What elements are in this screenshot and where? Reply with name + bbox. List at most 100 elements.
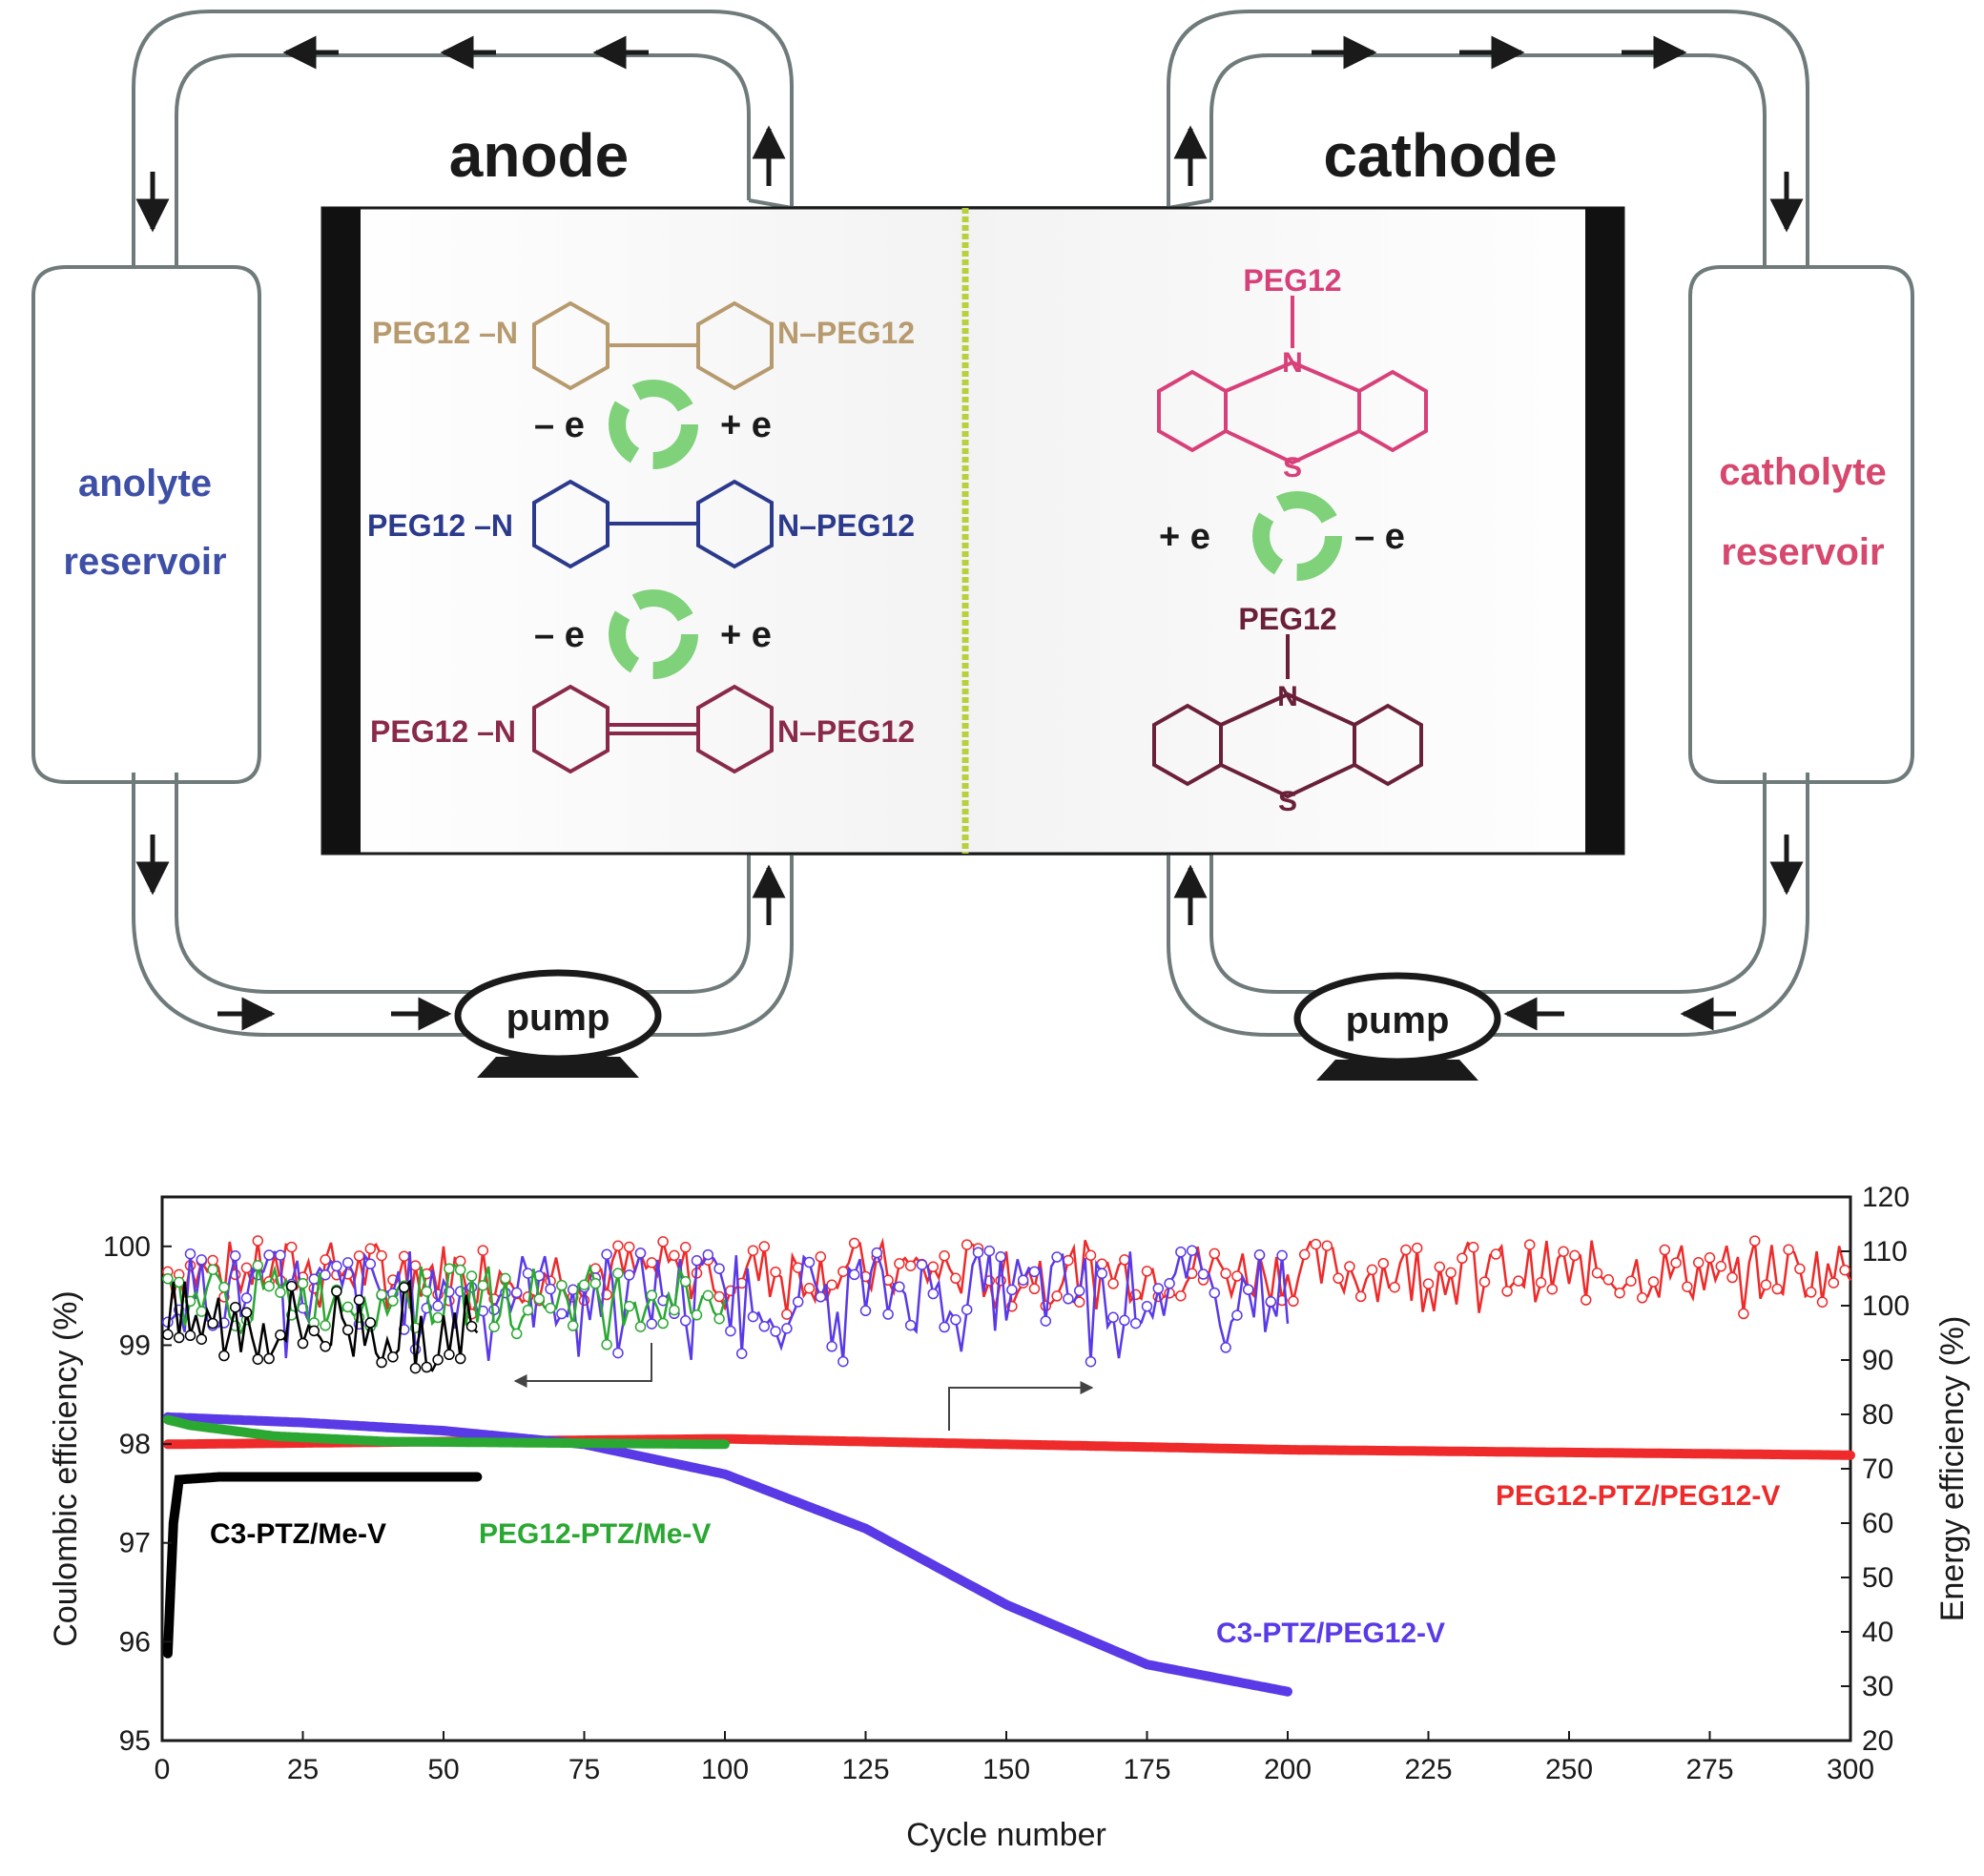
coulombic-efficiency-point — [1321, 1240, 1333, 1251]
coulombic-efficiency-point — [578, 1279, 590, 1290]
catholyte-label-line2: reservoir — [1721, 531, 1884, 573]
x-tick-label: 0 — [155, 1754, 171, 1785]
coulombic-efficiency-point — [702, 1248, 714, 1261]
coulombic-efficiency-point — [646, 1289, 658, 1301]
y-right-tick-label: 40 — [1862, 1617, 1893, 1648]
coulombic-efficiency-point — [1513, 1275, 1524, 1287]
coulombic-efficiency-point — [331, 1286, 342, 1297]
coulombic-efficiency-point — [735, 1348, 748, 1359]
coulombic-efficiency-point — [387, 1351, 399, 1363]
x-tick-label: 125 — [841, 1754, 889, 1785]
coulombic-efficiency-point — [679, 1276, 692, 1288]
coulombic-efficiency-point — [275, 1249, 286, 1261]
coulombic-efficiency-point — [207, 1254, 218, 1267]
pump-right: pump — [1293, 972, 1501, 1081]
anode-electrode — [322, 208, 361, 854]
coulombic-efficiency-point — [162, 1329, 174, 1341]
x-tick-label: 25 — [287, 1754, 319, 1785]
coulombic-efficiency-point — [1231, 1270, 1243, 1282]
viologen-radical: PEG12 –N N–PEG12 — [367, 479, 915, 569]
y-left-tick-label: 98 — [119, 1429, 151, 1460]
coulombic-efficiency-point — [297, 1337, 309, 1350]
coulombic-efficiency-point — [364, 1243, 377, 1255]
coulombic-efficiency-point — [421, 1361, 433, 1373]
coulombic-efficiency-point — [454, 1264, 466, 1276]
coulombic-efficiency-point — [679, 1242, 692, 1253]
catholyte-label-line1: catholyte — [1719, 451, 1887, 493]
ptz-neutral-peg: PEG12 — [1238, 602, 1336, 636]
flow-battery-diagram: anode cathode anolyte reservoir catholyt… — [31, 10, 1914, 1081]
coulombic-efficiency-point — [634, 1247, 647, 1259]
coulombic-efficiency-point — [758, 1321, 771, 1332]
y-left-tick-label: 97 — [119, 1528, 151, 1559]
coulombic-efficiency-point — [1175, 1246, 1187, 1258]
coulombic-efficiency-point — [533, 1293, 546, 1305]
coulombic-efficiency-point — [1040, 1315, 1052, 1327]
coulombic-efficiency-point — [477, 1245, 489, 1256]
x-tick-label: 250 — [1545, 1754, 1593, 1785]
coulombic-efficiency-point — [1625, 1275, 1637, 1287]
coulombic-efficiency-point — [1839, 1264, 1850, 1276]
ticks-layer: 0 25 50 75 100 125 150 175 200 225 250 275 300 95 96 97… — [103, 1182, 1910, 1785]
coulombic-efficiency-point — [1501, 1286, 1513, 1297]
coulombic-efficiency-point — [229, 1250, 241, 1262]
coulombic-efficiency-point — [1152, 1283, 1165, 1294]
coulombic-efficiency-point — [848, 1237, 860, 1249]
coulombic-efficiency-point — [1141, 1300, 1153, 1312]
coulombic-efficiency-point — [702, 1289, 714, 1302]
coulombic-efficiency-point — [196, 1333, 208, 1345]
coulombic-efficiency-point — [432, 1300, 444, 1312]
anolyte-label-line1: anolyte — [78, 463, 212, 505]
coulombic-efficiency-point — [972, 1247, 984, 1258]
cathode-inner-loop — [1209, 53, 1767, 994]
coulombic-efficiency-point — [669, 1249, 680, 1262]
coulombic-efficiency-point — [713, 1290, 725, 1303]
coulombic-efficiency-point — [1220, 1268, 1231, 1280]
ptz-neutral: PEG12 N S — [1152, 602, 1423, 817]
y-right-tick-label: 80 — [1862, 1399, 1893, 1431]
coulombic-efficiency-point — [1389, 1281, 1400, 1293]
coulombic-efficiency-point — [1220, 1342, 1231, 1353]
coulombic-efficiency-point — [1659, 1244, 1671, 1256]
redox-cycle-anode-1: – e + e — [534, 380, 772, 469]
coulombic-efficiency-point — [1197, 1268, 1209, 1280]
coulombic-efficiency-point — [1794, 1263, 1806, 1275]
coulombic-efficiency-point — [1006, 1284, 1018, 1296]
pump-left-label: pump — [506, 997, 610, 1039]
coulombic-efficiency-point — [320, 1341, 331, 1352]
coulombic-efficiency-point — [1400, 1244, 1412, 1256]
coulombic-efficiency-point — [1805, 1287, 1817, 1298]
redox-cycle-cathode: + e – e — [1159, 491, 1405, 581]
viologen-neutral-right: N–PEG12 — [777, 714, 915, 749]
coulombic-efficiency-point — [1434, 1261, 1446, 1273]
coulombic-efficiency-point — [320, 1269, 331, 1281]
coulombic-efficiency-point — [646, 1318, 658, 1330]
coulombic-efficiency-point — [646, 1257, 658, 1268]
coulombic-efficiency-point — [522, 1268, 534, 1279]
coulombic-efficiency-point — [1231, 1309, 1243, 1321]
coulombic-efficiency-point — [376, 1249, 387, 1262]
coulombic-efficiency-point — [454, 1352, 466, 1365]
coulombic-efficiency-point — [1119, 1314, 1130, 1327]
coulombic-efficiency-point — [1096, 1268, 1108, 1280]
coulombic-efficiency-point — [792, 1296, 804, 1308]
coulombic-efficiency-point — [894, 1258, 905, 1269]
coulombic-efficiency-point — [781, 1323, 793, 1334]
coulombic-efficiency-point — [275, 1287, 286, 1298]
coulombic-efficiency-point — [500, 1272, 511, 1285]
anode-label: anode — [449, 121, 629, 190]
coulombic-efficiency-point — [341, 1324, 354, 1336]
coulombic-efficiency-point — [1523, 1239, 1536, 1250]
coulombic-efficiency-point — [376, 1356, 387, 1369]
y-left-axis-label: Coulombic efficiency (%) — [48, 1290, 84, 1647]
coulombic-efficiency-point — [1692, 1257, 1705, 1268]
coulombic-efficiency-point — [1682, 1281, 1693, 1292]
coulombic-efficiency-point — [657, 1236, 669, 1247]
coulombic-efficiency-point — [961, 1239, 973, 1250]
coulombic-efficiency-point — [601, 1339, 612, 1350]
coulombic-efficiency-point — [353, 1294, 365, 1306]
coulombic-efficiency-point — [1028, 1266, 1041, 1278]
coulombic-efficiency-point — [950, 1272, 961, 1285]
coulombic-efficiency-point — [1748, 1235, 1761, 1247]
